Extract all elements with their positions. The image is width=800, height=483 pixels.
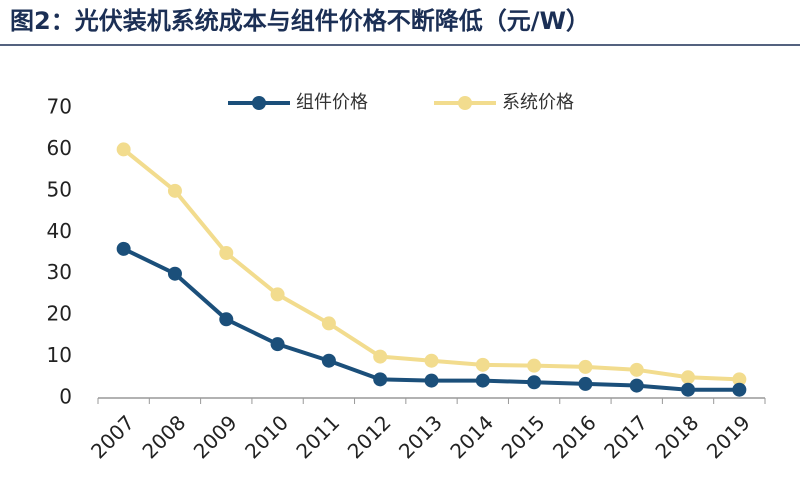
chart-title: 图2：光伏装机系统成本与组件价格不断降低（元/W） [10, 7, 590, 35]
x-tick-label: 2012 [343, 410, 396, 463]
point [270, 287, 285, 302]
point [475, 357, 490, 372]
point [629, 362, 644, 377]
point [527, 358, 542, 373]
point [167, 266, 182, 281]
x-tick-label: 2011 [291, 410, 344, 463]
x-tick-label: 2010 [240, 410, 293, 463]
x-tick-label: 2016 [548, 410, 601, 463]
point [219, 312, 234, 327]
point [578, 359, 593, 374]
x-tick-label: 2007 [86, 410, 139, 463]
point [219, 246, 234, 260]
legend-label: 系统价格 [502, 92, 574, 113]
series-line [122, 247, 740, 392]
point [578, 376, 593, 391]
point [424, 353, 439, 368]
point [321, 353, 336, 368]
point [629, 378, 644, 393]
x-tick-label: 2017 [599, 410, 652, 463]
point [373, 372, 388, 387]
x-tick-label: 2018 [650, 410, 703, 463]
y-tick-label: 10 [47, 343, 72, 367]
point [116, 142, 131, 157]
point [270, 337, 285, 352]
x-tick-label: 2015 [497, 410, 550, 463]
y-tick-label: 60 [47, 136, 72, 160]
legend-marker [458, 96, 472, 110]
y-tick-label: 50 [47, 177, 72, 201]
point [424, 373, 439, 388]
point [681, 370, 696, 385]
point [167, 183, 182, 198]
point [116, 241, 131, 256]
y-tick-label: 70 [47, 95, 72, 119]
x-tick-label: 2014 [445, 410, 498, 463]
y-tick-label: 40 [47, 219, 72, 243]
legend-label: 组件价格 [296, 92, 368, 113]
point [475, 373, 490, 388]
x-tick-label: 2019 [702, 410, 755, 463]
x-tick-label: 2009 [189, 410, 242, 463]
point [732, 382, 747, 397]
point [321, 316, 336, 331]
point [527, 375, 542, 390]
y-tick-label: 30 [47, 260, 72, 284]
y-tick-label: 20 [47, 302, 72, 326]
x-tick-label: 2008 [137, 410, 190, 463]
point [373, 349, 388, 364]
point [732, 372, 747, 387]
x-tick-label: 2013 [394, 410, 447, 463]
point [681, 382, 696, 397]
legend-marker [252, 96, 266, 110]
series-line [122, 147, 740, 382]
y-tick-label: 0 [59, 385, 72, 409]
